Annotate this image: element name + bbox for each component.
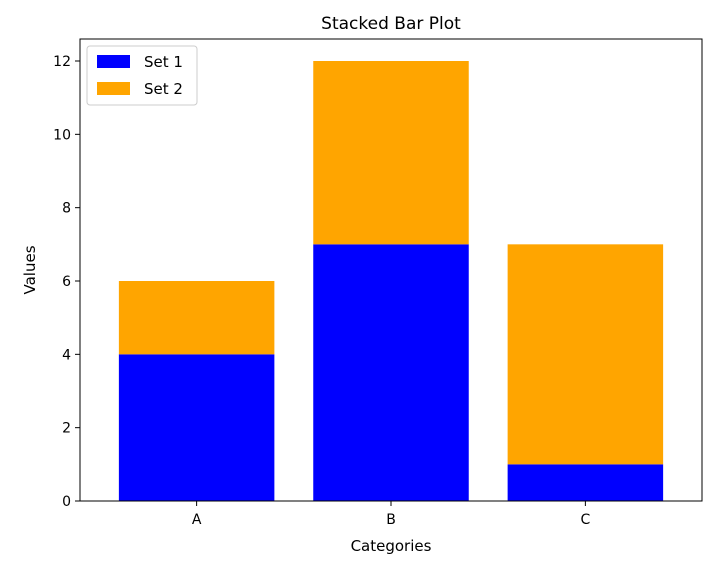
x-axis-label: Categories <box>351 537 432 555</box>
bar-a-series-1 <box>118 354 275 501</box>
legend-swatch-series-2 <box>97 82 130 95</box>
legend-swatch-series-1 <box>97 55 130 68</box>
y-axis: 0 2 4 6 8 10 12 <box>53 54 80 510</box>
x-axis: A B C <box>192 501 590 528</box>
y-tick-label: 8 <box>62 201 71 217</box>
y-axis-label: Values <box>21 245 39 294</box>
bar-b-series-2 <box>313 61 469 245</box>
y-tick-label: 0 <box>62 494 71 510</box>
y-tick-label: 12 <box>53 54 71 70</box>
y-tick-label: 6 <box>62 274 71 290</box>
y-tick-label: 4 <box>62 347 71 363</box>
legend-label-series-1: Set 1 <box>144 53 183 71</box>
x-tick-label: A <box>192 512 202 528</box>
bar-c-series-1 <box>507 464 664 501</box>
x-tick-label: C <box>580 512 590 528</box>
bar-b-series-1 <box>313 244 469 502</box>
bars-group <box>118 61 664 502</box>
chart-title: Stacked Bar Plot <box>321 14 461 34</box>
y-tick-label: 2 <box>62 421 71 437</box>
bar-c-series-2 <box>507 244 664 465</box>
legend-label-series-2: Set 2 <box>144 80 183 98</box>
legend: Set 1 Set 2 <box>86 45 198 106</box>
bar-a-series-2 <box>118 281 275 355</box>
y-tick-label: 10 <box>53 127 71 143</box>
x-tick-label: B <box>386 512 396 528</box>
